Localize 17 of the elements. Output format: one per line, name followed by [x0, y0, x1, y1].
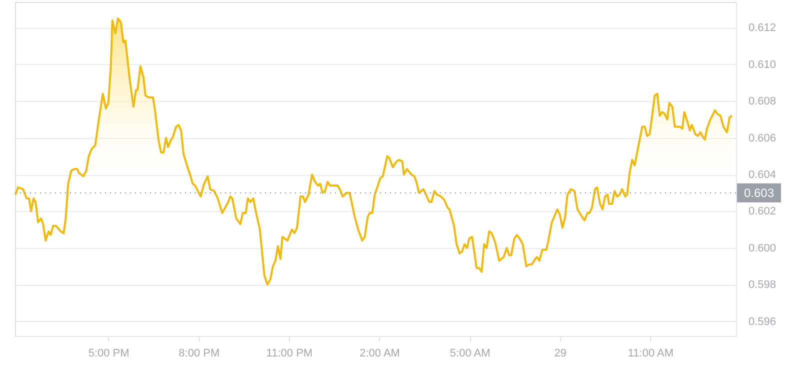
x-tick-label: 2:00 AM — [360, 348, 400, 360]
x-tick-label: 11:00 AM — [628, 348, 674, 360]
x-tick-label: 5:00 PM — [88, 348, 130, 360]
x-tick-label: 29 — [554, 348, 567, 360]
y-tick-label: 0.598 — [748, 279, 776, 292]
y-tick-label: 0.612 — [748, 22, 776, 34]
x-tick-label: 8:00 PM — [178, 348, 220, 360]
x-tick-label: 5:00 AM — [450, 348, 490, 360]
y-tick-label: 0.608 — [748, 96, 776, 108]
y-tick-label: 0.604 — [748, 169, 776, 182]
y-tick-label: 0.600 — [748, 242, 776, 254]
y-tick-label: 0.596 — [748, 316, 776, 328]
x-tick-label: 11:00 PM — [266, 348, 313, 360]
ref-line-label: 0.603 — [744, 186, 774, 200]
y-tick-label: 0.610 — [748, 58, 776, 71]
y-tick-label: 0.606 — [748, 132, 776, 144]
y-tick-label: 0.602 — [748, 206, 776, 218]
